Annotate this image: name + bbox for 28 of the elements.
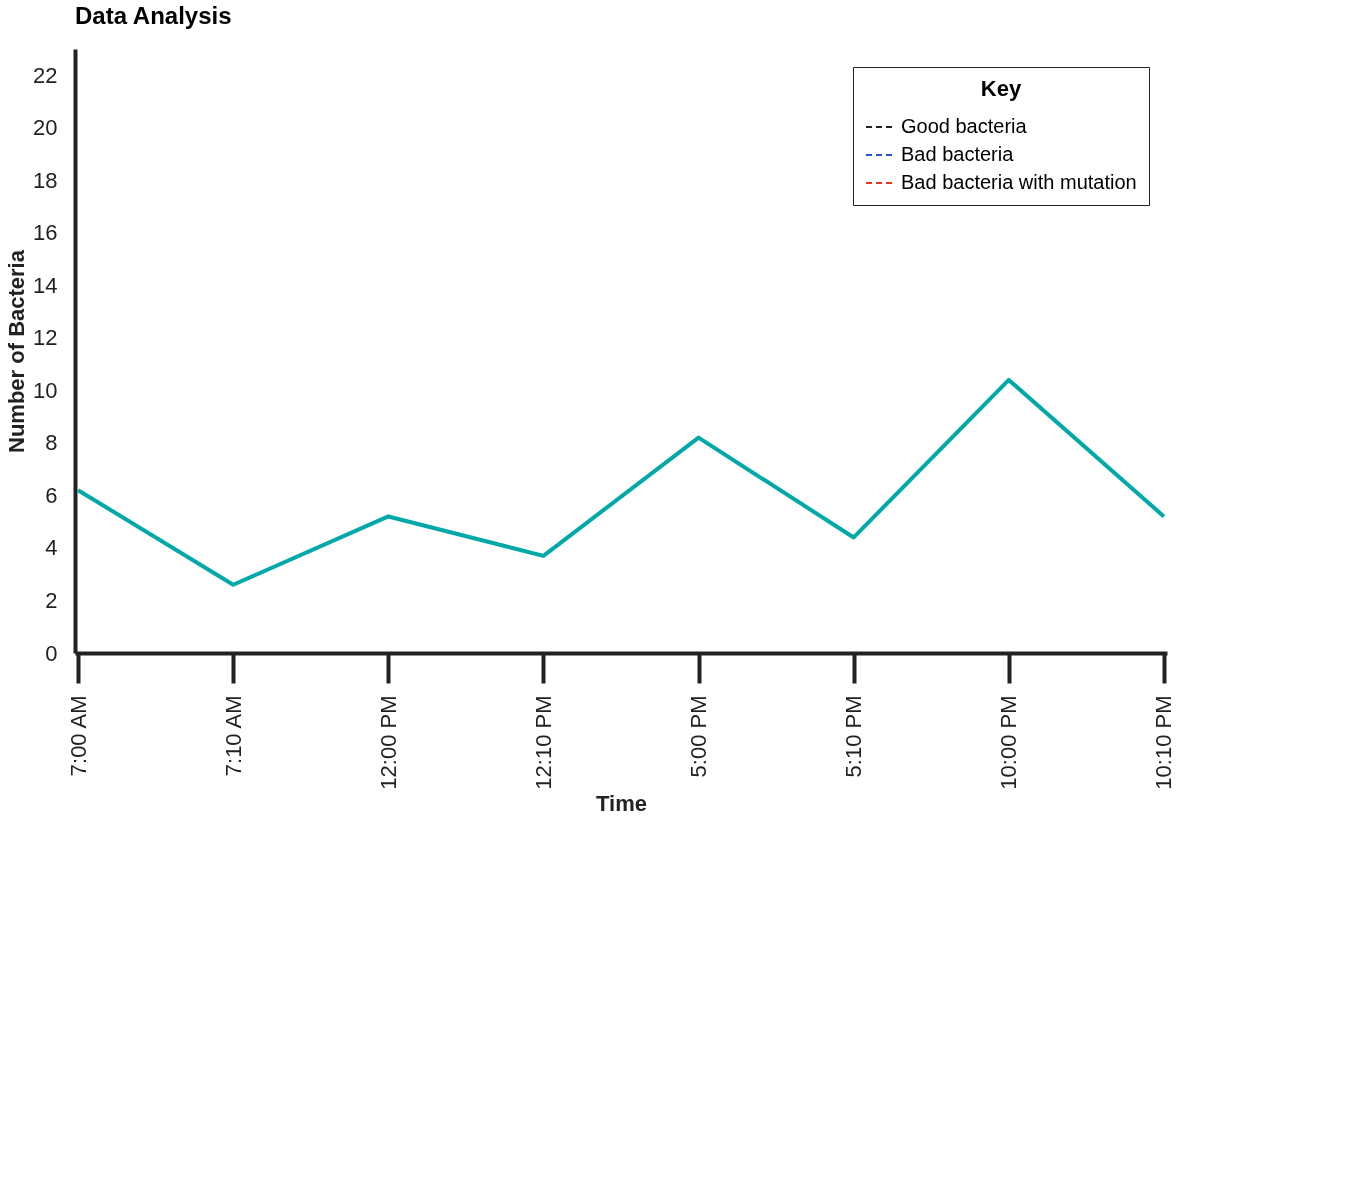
y-tick-label: 14 [33,272,58,298]
x-tick-label: 5:00 PM [686,695,712,778]
legend-label: Bad bacteria [901,143,1015,165]
x-axis-title: Time [596,790,647,816]
y-tick-label: 12 [33,325,58,351]
x-tick-label: 12:00 PM [375,695,401,790]
y-tick-label: 18 [33,167,58,193]
y-tick-label: 22 [33,62,58,88]
y-tick-label: 20 [33,115,58,141]
x-tick-label: 7:10 AM [220,695,246,777]
y-tick-label: 4 [45,535,58,561]
x-tick-label: 5:10 PM [841,695,867,778]
x-tick-label: 10:10 PM [1151,695,1177,790]
legend-label: Good bacteria [901,115,1028,137]
legend-title: Key [980,76,1022,101]
chart-title: Data Analysis [75,2,232,29]
y-axis-title: Number of Bacteria [4,249,30,453]
line-series [76,377,1166,587]
legend-label: Bad bacteria with mutation [901,171,1137,193]
x-tick-label: 12:10 PM [530,695,556,790]
y-tick-label: 2 [45,587,58,613]
y-tick-label: 0 [45,640,58,666]
y-tick-label: 6 [45,482,58,508]
y-tick-label: 8 [45,430,58,456]
y-tick-label: 16 [33,220,58,246]
x-tick-label: 10:00 PM [996,695,1022,790]
x-tick-label: 7:00 AM [65,695,91,777]
y-tick-label: 10 [33,377,58,403]
